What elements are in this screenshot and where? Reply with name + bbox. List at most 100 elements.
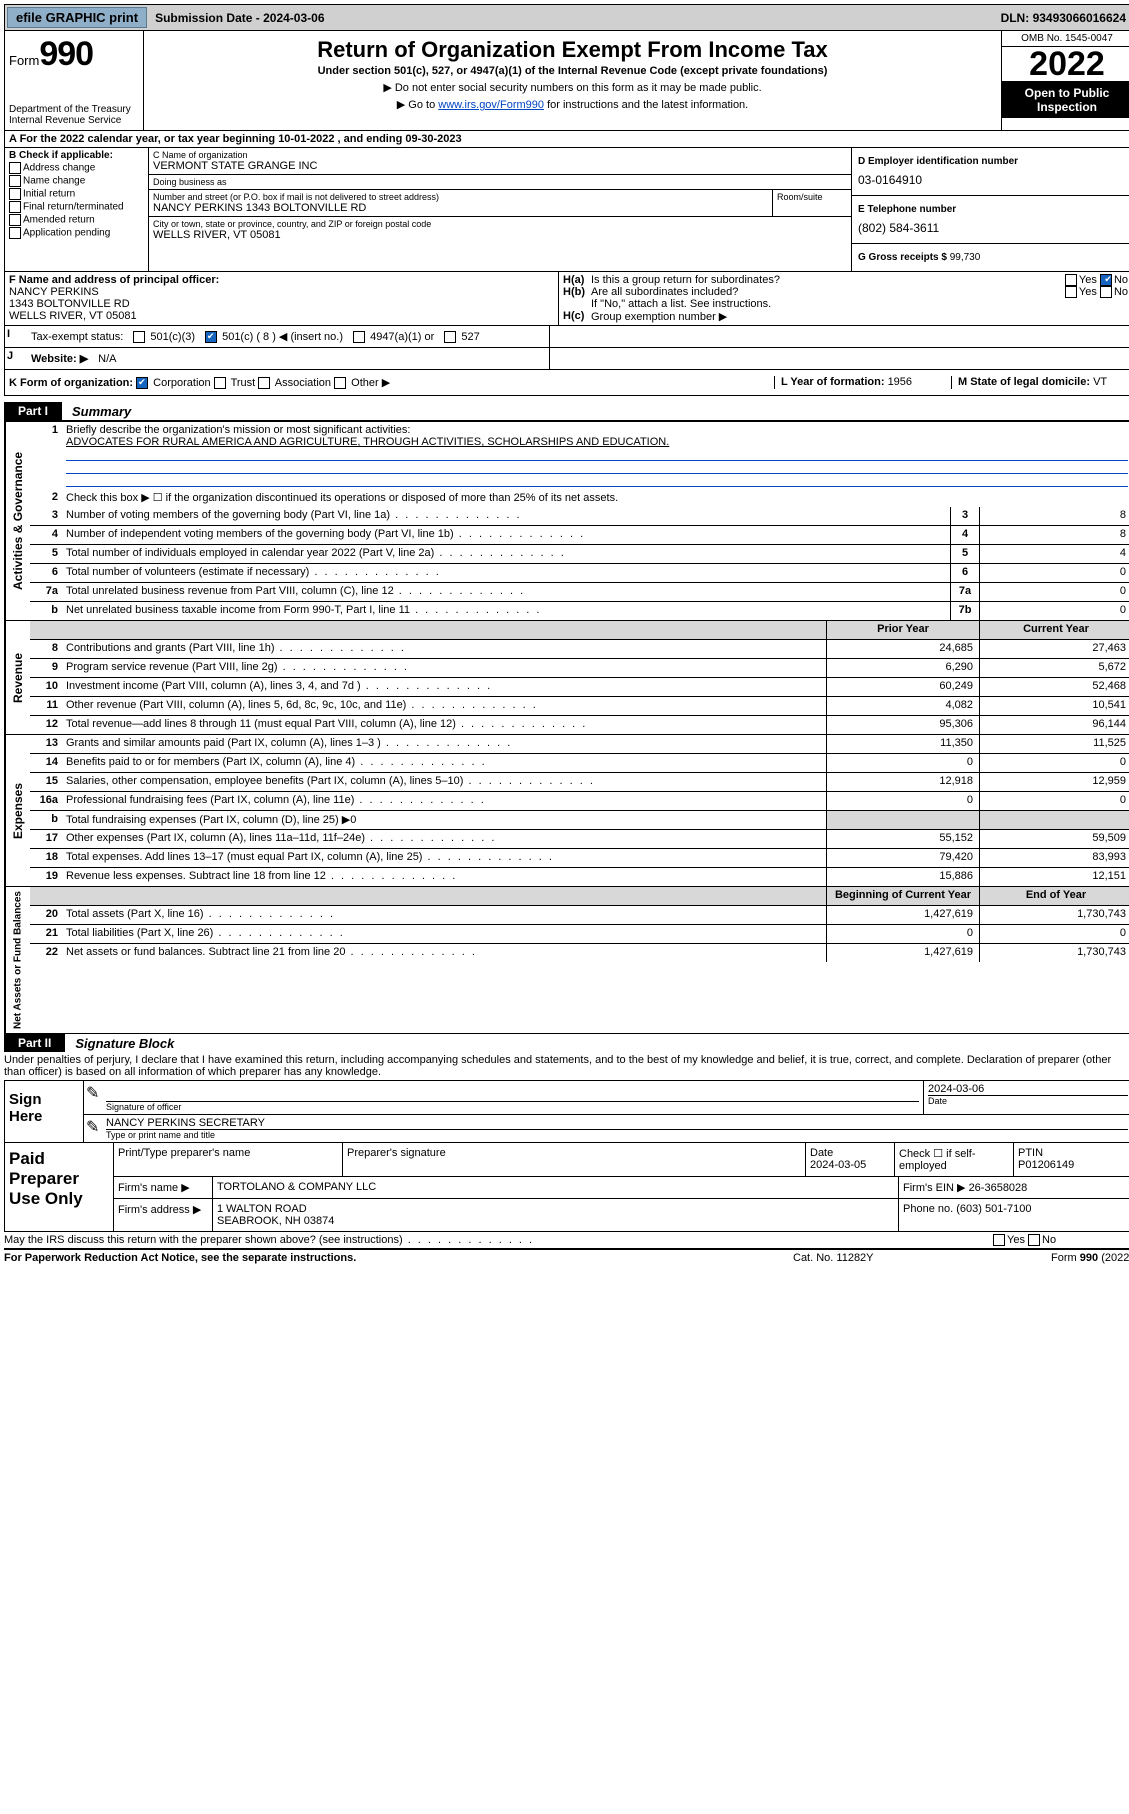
chk-address-change[interactable]: Address change (9, 162, 144, 174)
chk-final-return[interactable]: Final return/terminated (9, 201, 144, 213)
chk-501c[interactable]: 501(c) ( 8 ) ◀ (insert no.) (205, 330, 343, 343)
summary-row: 21Total liabilities (Part X, line 26)00 (30, 925, 1129, 944)
summary-row: 13Grants and similar amounts paid (Part … (30, 735, 1129, 754)
preparer-name-hdr: Print/Type preparer's name (114, 1143, 343, 1176)
summary-governance: Activities & Governance 1 Briefly descri… (4, 420, 1129, 621)
ha-question: Is this a group return for subordinates? (591, 274, 1018, 286)
form-title: Return of Organization Exempt From Incom… (148, 37, 997, 63)
summary-row: 6Total number of volunteers (estimate if… (30, 564, 1129, 583)
chk-501c3[interactable]: 501(c)(3) (133, 331, 195, 343)
perjury-declaration: Under penalties of perjury, I declare th… (4, 1052, 1129, 1080)
page-footer: For Paperwork Reduction Act Notice, see … (4, 1248, 1129, 1266)
summary-row: 18Total expenses. Add lines 13–17 (must … (30, 849, 1129, 868)
summary-row: 20Total assets (Part X, line 16)1,427,61… (30, 906, 1129, 925)
revenue-side-label: Revenue (5, 621, 30, 734)
preparer-sig-hdr: Preparer's signature (343, 1143, 806, 1176)
state-domicile: VT (1093, 376, 1107, 388)
form-number: Form990 (9, 35, 139, 74)
chk-corporation[interactable]: Corporation (136, 377, 211, 389)
irs-link[interactable]: www.irs.gov/Form990 (438, 99, 544, 111)
org-name: VERMONT STATE GRANGE INC (153, 160, 847, 172)
col-b-checkboxes: B Check if applicable: Address change Na… (5, 148, 149, 271)
col-prior-header: Prior Year (826, 621, 979, 639)
summary-row: 4Number of independent voting members of… (30, 526, 1129, 545)
pen-icon: ✎ (84, 1115, 102, 1142)
firm-name: TORTOLANO & COMPANY LLC (213, 1177, 899, 1198)
hc-question: Group exemption number ▶ (591, 310, 1128, 323)
tax-year: 2022 (1002, 47, 1129, 82)
org-city: WELLS RIVER, VT 05081 (153, 229, 847, 241)
form-subtitle: Under section 501(c), 527, or 4947(a)(1)… (148, 65, 997, 77)
hb-answer: Yes No (1018, 286, 1128, 298)
discuss-row: May the IRS discuss this return with the… (4, 1232, 1129, 1248)
chk-other[interactable]: Other ▶ (334, 377, 390, 389)
firm-address: 1 WALTON ROADSEABROOK, NH 03874 (213, 1199, 899, 1231)
chk-application-pending[interactable]: Application pending (9, 227, 144, 239)
org-info-block: B Check if applicable: Address change Na… (4, 148, 1129, 272)
instr-link: ▶ Go to www.irs.gov/Form990 for instruct… (148, 98, 997, 111)
paid-preparer-block: Paid Preparer Use Only Print/Type prepar… (4, 1143, 1129, 1232)
summary-expenses: Expenses 13Grants and similar amounts pa… (4, 735, 1129, 887)
chk-527[interactable]: 527 (444, 331, 479, 343)
net-side-label: Net Assets or Fund Balances (5, 887, 30, 1033)
irs-label: Internal Revenue Service (9, 115, 139, 126)
year-formation: 1956 (888, 376, 912, 388)
summary-row: 16aProfessional fundraising fees (Part I… (30, 792, 1129, 811)
col-beginning-header: Beginning of Current Year (826, 887, 979, 905)
chk-4947[interactable]: 4947(a)(1) or (353, 331, 434, 343)
ptin-value: P01206149 (1018, 1159, 1074, 1171)
gross-receipts: 99,730 (950, 252, 981, 263)
col-end-header: End of Year (979, 887, 1129, 905)
summary-revenue: Revenue Prior Year Current Year 8Contrib… (4, 621, 1129, 735)
chk-initial-return[interactable]: Initial return (9, 188, 144, 200)
firm-phone: (603) 501-7100 (956, 1203, 1031, 1215)
col-c-name-address: C Name of organization VERMONT STATE GRA… (149, 148, 851, 271)
self-employed-check[interactable]: Check ☐ if self-employed (895, 1143, 1014, 1176)
summary-row: 15Salaries, other compensation, employee… (30, 773, 1129, 792)
pen-icon: ✎ (84, 1081, 102, 1114)
chk-trust[interactable]: Trust (214, 377, 256, 389)
dept-label: Department of the Treasury (9, 104, 139, 115)
ha-answer: Yes No (1018, 274, 1128, 286)
summary-row: 9Program service revenue (Part VIII, lin… (30, 659, 1129, 678)
submission-date-label: Submission Date - 2024-03-06 (149, 11, 330, 25)
col-current-header: Current Year (979, 621, 1129, 639)
part2-header: Part II Signature Block (4, 1034, 1129, 1052)
efile-print-button[interactable]: efile GRAPHIC print (7, 7, 147, 28)
prep-date: 2024-03-05 (810, 1159, 866, 1171)
instr-no-ssn: ▶ Do not enter social security numbers o… (148, 81, 997, 94)
summary-net-assets: Net Assets or Fund Balances Beginning of… (4, 887, 1129, 1034)
open-public-badge: Open to Public Inspection (1002, 82, 1129, 118)
summary-row: bNet unrelated business taxable income f… (30, 602, 1129, 620)
line2-text: Check this box ▶ ☐ if the organization d… (62, 489, 1129, 507)
summary-row: 5Total number of individuals employed in… (30, 545, 1129, 564)
hb-question: Are all subordinates included? (591, 286, 1018, 298)
chk-association[interactable]: Association (258, 377, 331, 389)
chk-name-change[interactable]: Name change (9, 175, 144, 187)
expenses-side-label: Expenses (5, 735, 30, 886)
summary-row: 8Contributions and grants (Part VIII, li… (30, 640, 1129, 659)
j-row: J Website: ▶ N/A (4, 348, 1129, 370)
governance-side-label: Activities & Governance (5, 422, 30, 620)
sign-here-block: Sign Here ✎ Signature of officer 2024-03… (4, 1080, 1129, 1143)
part1-header: Part I Summary (4, 402, 1129, 420)
hb-note: If "No," attach a list. See instructions… (591, 298, 1128, 310)
line-a-tax-year: A For the 2022 calendar year, or tax yea… (4, 131, 1129, 148)
form-header: Form990 Department of the Treasury Inter… (4, 31, 1129, 131)
ein-value: 03-0164910 (858, 173, 1126, 187)
i-row: I Tax-exempt status: 501(c)(3) 501(c) ( … (4, 326, 1129, 348)
officer-name: NANCY PERKINS SECRETARY (106, 1117, 1128, 1129)
klm-row: K Form of organization: Corporation Trus… (4, 370, 1129, 396)
firm-ein: 26-3658028 (969, 1182, 1028, 1194)
summary-row: 11Other revenue (Part VIII, column (A), … (30, 697, 1129, 716)
summary-row: bTotal fundraising expenses (Part IX, co… (30, 811, 1129, 830)
summary-row: 3Number of voting members of the governi… (30, 507, 1129, 526)
summary-row: 12Total revenue—add lines 8 through 11 (… (30, 716, 1129, 734)
summary-row: 19Revenue less expenses. Subtract line 1… (30, 868, 1129, 886)
chk-amended-return[interactable]: Amended return (9, 214, 144, 226)
summary-row: 17Other expenses (Part IX, column (A), l… (30, 830, 1129, 849)
phone-value: (802) 584-3611 (858, 221, 1126, 235)
summary-row: 22Net assets or fund balances. Subtract … (30, 944, 1129, 962)
mission-text: ADVOCATES FOR RURAL AMERICA AND AGRICULT… (66, 436, 669, 448)
summary-row: 14Benefits paid to or for members (Part … (30, 754, 1129, 773)
